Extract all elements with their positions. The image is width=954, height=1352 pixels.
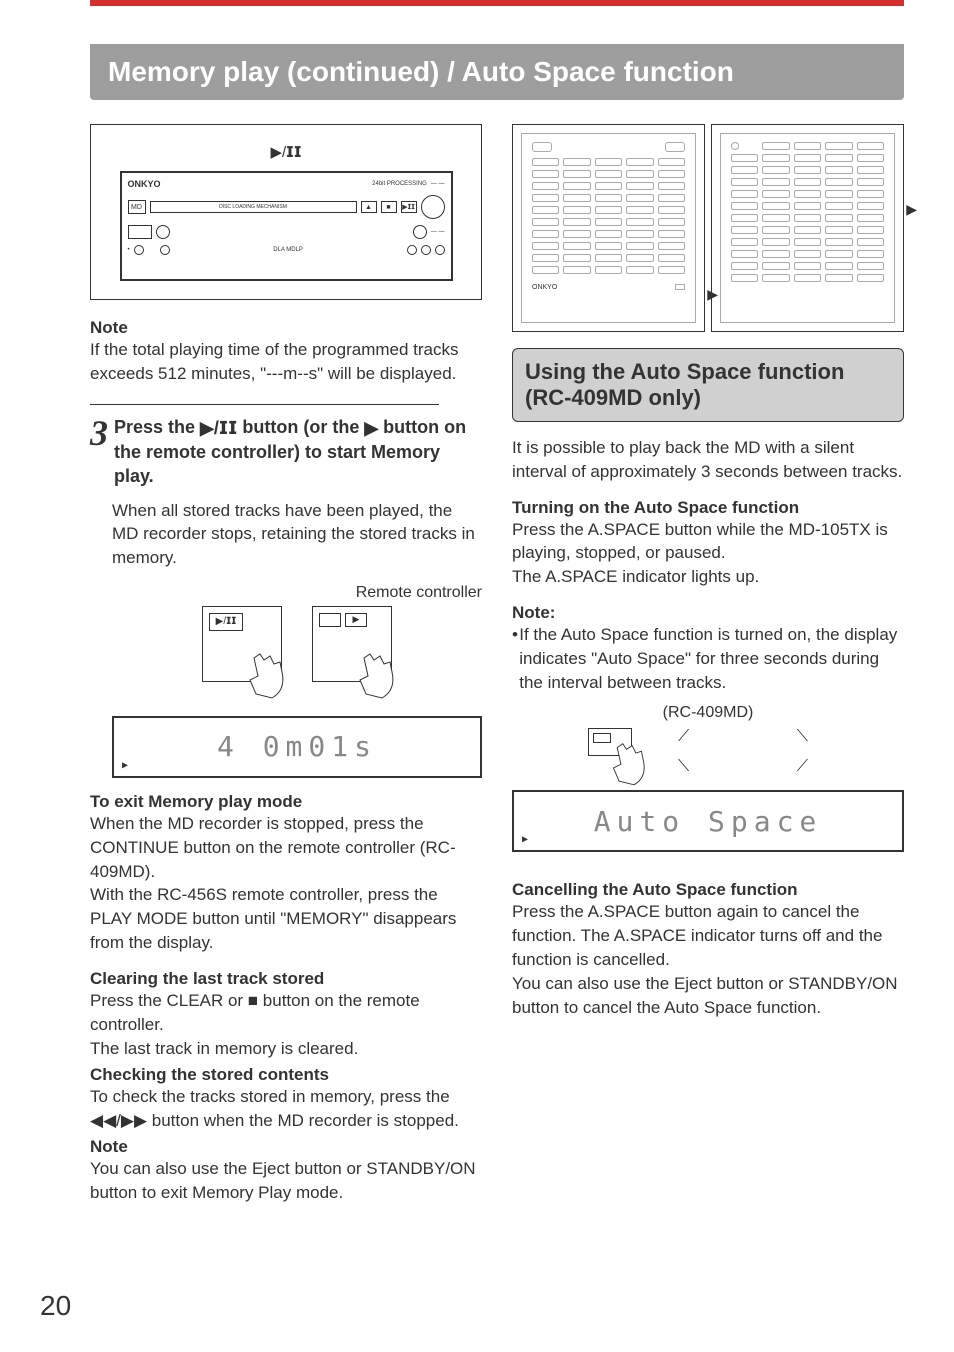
page-title: Memory play (continued) / Auto Space fun…	[90, 44, 904, 100]
sparkle-icon: ⟍	[797, 728, 808, 746]
note-heading: Note	[90, 318, 482, 338]
button-grid-1	[532, 158, 685, 274]
small-knob-3	[407, 245, 417, 255]
exit-p1: When the MD recorder is stopped, press t…	[90, 812, 482, 883]
knob-1	[156, 225, 170, 239]
small-knob-4	[421, 245, 431, 255]
note-text: If the total playing time of the program…	[90, 338, 482, 386]
play-key: ▶	[345, 613, 367, 627]
lcd-display-right: Auto Space ▶	[512, 790, 904, 852]
disc-slot: DISC LOADING MECHANISM	[150, 201, 357, 213]
step-body: When all stored tracks have been played,…	[112, 499, 482, 570]
sparkle-icon: ⟋	[678, 728, 689, 746]
divider	[90, 404, 439, 405]
skip-icon: ◀◀/▶▶	[90, 1109, 147, 1133]
small-knob-2	[160, 245, 170, 255]
rc-label: (RC-409MD)	[512, 704, 904, 722]
remote-panel-1: ONKYO ▶	[512, 124, 705, 332]
check-prefix: To check the tracks stored in memory, pr…	[90, 1087, 450, 1106]
step-prefix: Press the	[114, 417, 200, 437]
display-rect	[128, 225, 152, 239]
bullet-icon: •	[512, 623, 519, 694]
note2-text: You can also use the Eject button or STA…	[90, 1157, 482, 1205]
hand-pointer-icon	[242, 650, 302, 710]
device-brand: ONKYO	[128, 179, 161, 189]
play-button-icon: ▶𝗜𝗜	[401, 201, 417, 213]
arrow-icon: ▶	[906, 201, 917, 218]
lcd-text: 4 0m01s	[217, 730, 377, 763]
sparkle-icon: ⟋	[797, 758, 808, 776]
turn-on-heading: Turning on the Auto Space function	[512, 498, 904, 518]
device-small-text: 24bit PROCESSING	[372, 181, 427, 187]
remote-panels: ONKYO ▶	[512, 124, 904, 332]
stop-icon: ■	[248, 989, 258, 1013]
turn-on-p1: Press the A.SPACE button while the MD-10…	[512, 518, 904, 566]
intro-text: It is possible to play back the MD with …	[512, 436, 904, 484]
sparkle-icon: ⟍	[678, 758, 689, 776]
right-note-heading: Note:	[512, 603, 904, 623]
cancel-p1: Press the A.SPACE button again to cancel…	[512, 900, 904, 971]
play-indicator-icon: ▶	[522, 834, 534, 846]
step-number: 3	[90, 415, 108, 489]
remote-brand: ONKYO	[532, 284, 557, 291]
check-suffix: button when the MD recorder is stopped.	[147, 1111, 459, 1130]
button-grid-2	[731, 142, 884, 282]
play-pause-icon: ▶/𝗜𝗜	[200, 416, 237, 440]
lcd-text-right: Auto Space	[594, 805, 823, 838]
step-3: 3 Press the ▶/𝗜𝗜 button (or the ▶ button…	[90, 415, 482, 489]
device-box: ONKYO 24bit PROCESSING — — MD DISC LOADI…	[120, 171, 453, 281]
step-mid: button (or the	[237, 417, 364, 437]
play-indicator-icon: ▶	[122, 760, 134, 772]
clear-p1: Press the CLEAR or ■ button on the remot…	[90, 989, 482, 1037]
note2-heading: Note	[90, 1137, 482, 1157]
cancel-p2: You can also use the Eject button or STA…	[512, 972, 904, 1020]
hand-pointer-icon	[352, 650, 412, 710]
jog-dial	[421, 195, 445, 219]
section-header: Using the Auto Space function (RC-409MD …	[512, 348, 904, 422]
play-icon: ▶	[364, 416, 378, 440]
left-column: ▶/𝗜𝗜 ONKYO 24bit PROCESSING — — MD DISC …	[90, 124, 482, 1205]
eject-button-icon: ▲	[361, 201, 377, 213]
clear-prefix: Press the CLEAR or	[90, 991, 248, 1010]
right-column: ONKYO ▶	[512, 124, 904, 1205]
stop-button-icon: ■	[381, 201, 397, 213]
remote-panel-2: ▶	[711, 124, 904, 332]
lcd-display: 4 0m01s ▶	[112, 716, 482, 778]
play-pause-icon: ▶/𝗜𝗜	[270, 143, 301, 161]
remote-controller-label: Remote controller	[112, 584, 482, 602]
red-divider	[90, 0, 904, 6]
exit-p2: With the RC-456S remote controller, pres…	[90, 883, 482, 954]
small-knob-5	[435, 245, 445, 255]
small-knob-1	[134, 245, 144, 255]
knob-2	[413, 225, 427, 239]
content-columns: ▶/𝗜𝗜 ONKYO 24bit PROCESSING — — MD DISC …	[90, 124, 904, 1205]
page-number: 20	[40, 1290, 71, 1322]
device-diagram: ▶/𝗜𝗜 ONKYO 24bit PROCESSING — — MD DISC …	[90, 124, 482, 300]
device-bottom-text: DLA MDLP	[273, 247, 303, 253]
cancel-heading: Cancelling the Auto Space function	[512, 880, 904, 900]
check-heading: Checking the stored contents	[90, 1065, 482, 1085]
remote-diagram: Remote controller ▶/𝗜𝗜 ▶	[112, 584, 482, 778]
check-p1: To check the tracks stored in memory, pr…	[90, 1085, 482, 1133]
play-pause-key: ▶/𝗜𝗜	[209, 613, 243, 631]
note-bullet: • If the Auto Space function is turned o…	[512, 623, 904, 694]
hand-diagram: ⟋ ⟍ ⟍ ⟋	[512, 728, 904, 778]
clear-heading: Clearing the last track stored	[90, 969, 482, 989]
exit-heading: To exit Memory play mode	[90, 792, 482, 812]
step-instruction: Press the ▶/𝗜𝗜 button (or the ▶ button o…	[114, 415, 482, 489]
note-bullet-text: If the Auto Space function is turned on,…	[519, 623, 904, 694]
md-logo-icon: MD	[128, 200, 146, 214]
clear-p2: The last track in memory is cleared.	[90, 1037, 482, 1061]
turn-on-p2: The A.SPACE indicator lights up.	[512, 565, 904, 589]
